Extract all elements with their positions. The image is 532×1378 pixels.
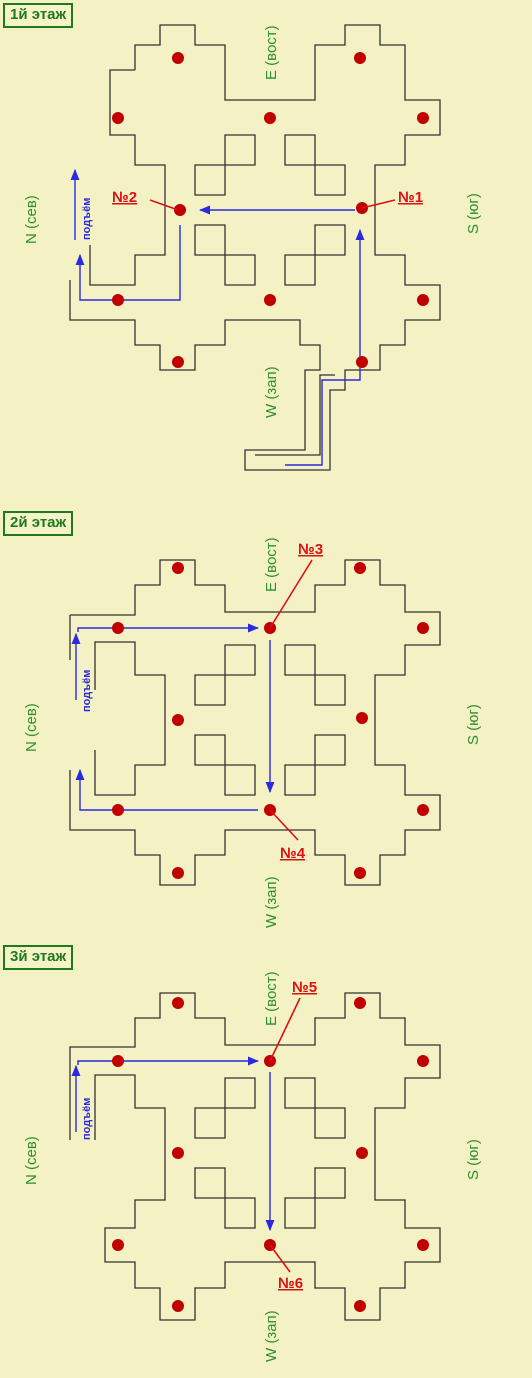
floor-2-marker-dot — [172, 714, 184, 726]
floor-2-marker-dot — [356, 712, 368, 724]
floor-1-marker-dot — [174, 204, 186, 216]
floor-2-marker-dot — [172, 867, 184, 879]
floor-3-climb-label: подъём — [81, 1098, 93, 1140]
floor-3-wall — [69, 992, 441, 1321]
floor-2-map: подъём №3 №4 E (вост) W (зап) N (сев) S … — [23, 537, 482, 928]
floor-1-map: подъём №2 №1 E (вост) W (зап) N (сев) S … — [23, 24, 482, 471]
floor-3-marker-leader — [269, 997, 301, 1062]
floor-2-inner-block — [284, 644, 346, 706]
floor-2-west-label: W (зап) — [263, 876, 280, 928]
floor-1-marker-dot — [417, 112, 429, 124]
floor-3-marker-dot — [172, 997, 184, 1009]
floor-1-inner-block — [194, 224, 256, 286]
floor-2-marker-dot — [417, 804, 429, 816]
floor-3-west-label: W (зап) — [263, 1310, 280, 1362]
floor-1-route — [75, 225, 181, 301]
floor-3-south-label: S (юг) — [465, 1139, 482, 1180]
floor-1-marker-dot — [264, 294, 276, 306]
floor-2-route — [75, 768, 258, 811]
floor-1-climb-label: подъём — [81, 198, 93, 240]
floor-2-climb-label: подъём — [81, 670, 93, 712]
floor-3-inner-block — [284, 1167, 346, 1229]
floor-1-marker-dot — [112, 112, 124, 124]
floor-2-wall — [94, 641, 166, 796]
floor-1-south-label: S (юг) — [465, 193, 482, 234]
floor-1-marker-dot — [112, 294, 124, 306]
marker-3-label: №3 — [298, 541, 323, 558]
floor-1-marker-leader — [361, 199, 396, 209]
marker-5-label: №5 — [292, 979, 317, 996]
floor-3-marker-dot — [172, 1147, 184, 1159]
floor-3-inner-block — [284, 1077, 346, 1139]
floor-3-route — [77, 1060, 120, 1065]
floor-3-label: 3й этаж — [3, 945, 74, 970]
floor-1-label: 1й этаж — [3, 3, 74, 28]
floor-2-marker-leader — [269, 809, 299, 841]
floor-1-marker-dot — [417, 294, 429, 306]
floor-2-label: 2й этаж — [3, 511, 74, 536]
floor-3-map: подъём №5 №6 E (вост) W (зап) N (сев) S … — [23, 971, 482, 1362]
floor-2-south-label: S (юг) — [465, 704, 482, 745]
marker-4-label: №4 — [280, 845, 306, 862]
floor-1-inner-block — [194, 134, 256, 196]
floor-1-wall — [255, 374, 335, 456]
floor-2-marker-dot — [112, 804, 124, 816]
floor-3-inner-block — [194, 1077, 256, 1139]
floor-2-marker-dot — [354, 867, 366, 879]
floor-2-inner-block — [194, 734, 256, 796]
floor-1-marker-dot — [264, 112, 276, 124]
floor-2-route — [77, 627, 120, 632]
floor-1-inner-block — [284, 224, 346, 286]
floor-2-marker-leader — [269, 559, 313, 629]
floor-3-marker-dot — [356, 1147, 368, 1159]
floor-1-east-label: E (вост) — [263, 25, 280, 80]
floor-3-marker-dot — [112, 1055, 124, 1067]
marker-6-label: №6 — [278, 1275, 303, 1292]
floor-2-wall — [69, 559, 441, 886]
floor-3-marker-dot — [417, 1055, 429, 1067]
floor-1-route — [285, 228, 365, 466]
floor-3-marker-leader — [269, 1244, 291, 1273]
floor-1-marker-leader — [149, 199, 179, 211]
floor-2-east-label: E (вост) — [263, 537, 280, 592]
floor-2-marker-dot — [172, 562, 184, 574]
floor-1-north-label: N (сев) — [23, 195, 40, 244]
floor-1-inner-block — [284, 134, 346, 196]
floor-3-marker-dot — [417, 1239, 429, 1251]
floor-2-marker-dot — [417, 622, 429, 634]
floor-3-marker-dot — [354, 997, 366, 1009]
marker-2-label: №2 — [112, 189, 137, 206]
floor-1-wall — [69, 24, 441, 471]
floor-3-inner-block — [194, 1167, 256, 1229]
floor-1-marker-dot — [354, 52, 366, 64]
floor-1-marker-dot — [356, 356, 368, 368]
floor-2-marker-dot — [354, 562, 366, 574]
floor-2-north-label: N (сев) — [23, 703, 40, 752]
floor-1-marker-dot — [172, 356, 184, 368]
floor-1-west-label: W (зап) — [263, 366, 280, 418]
floor-1-wall — [89, 69, 166, 286]
floor-3-east-label: E (вост) — [263, 971, 280, 1026]
floor-2-inner-block — [194, 644, 256, 706]
floor-2-inner-block — [284, 734, 346, 796]
floor-3-north-label: N (сев) — [23, 1136, 40, 1185]
floor-3-marker-dot — [354, 1300, 366, 1312]
floor-1-marker-dot — [172, 52, 184, 64]
floor-2-marker-dot — [112, 622, 124, 634]
floor-3-marker-dot — [112, 1239, 124, 1251]
floor-3-marker-dot — [172, 1300, 184, 1312]
marker-1-label: №1 — [398, 189, 423, 206]
